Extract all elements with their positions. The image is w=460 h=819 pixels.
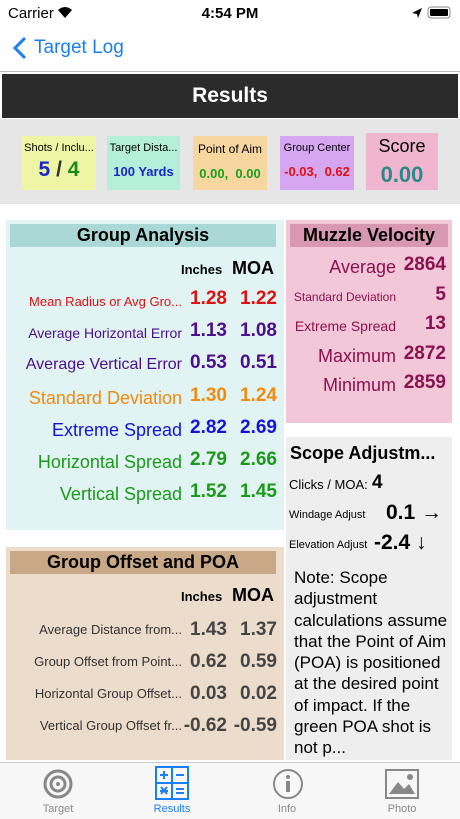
scope-panel: Scope Adjustm... Clicks / MOA: 4 Windage…	[286, 437, 452, 760]
mv-value: 5	[435, 283, 446, 305]
row-label: Standard Deviation	[28, 387, 182, 408]
label: Point of Aim	[197, 142, 263, 156]
row-inches: 0.03	[190, 683, 227, 704]
status-icons	[412, 6, 451, 19]
results-icon[interactable]	[155, 766, 189, 800]
panel-title: Group Offset and POA	[10, 551, 276, 574]
mv-label: Minimum	[322, 375, 396, 395]
group-offset-panel: Group Offset and POA Inches MOA Average …	[6, 547, 284, 760]
row-label: Average Horizontal Error	[28, 325, 182, 342]
elevation: -2.4 ↓	[374, 531, 427, 554]
tab-label[interactable]: Info	[277, 803, 297, 815]
row-moa: 1.24	[240, 384, 277, 406]
row-moa: 1.22	[240, 288, 277, 309]
mv-value: 2859	[403, 372, 446, 393]
row-inches: 1.43	[190, 619, 227, 640]
label: Target Dista...	[109, 142, 178, 154]
unit-moa: MOA	[232, 585, 274, 605]
windage-label: Windage Adjust	[289, 509, 366, 521]
row-moa: 0.59	[240, 651, 277, 672]
muzzle-velocity-panel: Muzzle Velocity Average 2864 Standard Devi…	[286, 220, 452, 423]
panel-title: Muzzle Velocity	[290, 224, 448, 247]
shots-box: Shots / Inclu... 5 / 4	[22, 136, 96, 190]
back-button[interactable]: Target Log	[34, 37, 124, 58]
tab-bar: Target Results Info Photo	[0, 762, 460, 819]
windage: 0.1 →	[386, 501, 443, 524]
clicks: 4	[372, 472, 383, 493]
mv-label: Extreme Spread	[294, 318, 396, 334]
row-label: Vertical Group Offset fr...	[39, 718, 182, 733]
tab-label[interactable]: Results	[153, 803, 191, 815]
header-title: Results	[2, 74, 458, 118]
mv-label: Average	[329, 257, 396, 277]
clicks-label: Clicks / MOA:	[289, 477, 368, 492]
row-inches: 1.13	[190, 320, 227, 342]
row-moa: -0.59	[233, 715, 277, 736]
unit-moa: MOA	[232, 258, 274, 278]
poa-box: Point of Aim 0.00, 0.00	[193, 136, 267, 190]
row-label: Horizontal Group Offset...	[34, 686, 182, 701]
label: Group Center	[283, 142, 351, 154]
mv-value: 2872	[403, 342, 446, 364]
group-analysis-panel: Group Analysis Inches MOA Mean Radius or…	[6, 220, 284, 530]
row-label: Extreme Spread	[51, 419, 182, 440]
mv-label: Standard Deviation	[293, 289, 396, 304]
row-inches: 2.82	[190, 416, 227, 438]
row-inches: -0.62	[183, 715, 227, 736]
wifi-icon	[58, 7, 72, 18]
row-moa: 1.08	[240, 320, 277, 342]
label: Score	[378, 136, 426, 156]
row-label: Average Vertical Error	[25, 356, 182, 374]
row-label: Group Offset from Point...	[34, 654, 182, 669]
row-moa: 2.69	[240, 416, 277, 438]
row-inches: 1.28	[190, 288, 227, 309]
included: 4	[67, 158, 80, 181]
panel-title: Scope Adjustm...	[290, 443, 436, 463]
unit-inches: Inches	[181, 589, 223, 604]
row-moa: 0.51	[240, 352, 277, 374]
row-inches: 1.30	[190, 384, 227, 406]
note: Note: Scope adjustment calculations assu…	[294, 568, 448, 758]
target-icon[interactable]	[43, 769, 73, 799]
info-icon[interactable]	[272, 768, 304, 800]
tab-label[interactable]: Target	[42, 803, 74, 815]
shots: 5	[38, 158, 51, 181]
row-inches: 0.53	[190, 352, 227, 374]
carrier: Carrier	[8, 5, 54, 22]
mv-label: Maximum	[317, 345, 396, 366]
row-inches: 0.62	[190, 651, 227, 672]
score-box: Score 0.00	[366, 133, 438, 190]
row-label: Vertical Spread	[59, 484, 182, 505]
back-chevron[interactable]	[12, 36, 28, 60]
group-center-box: Group Center -0.03, 0.62	[280, 136, 354, 190]
label: Shots / Inclu...	[24, 142, 94, 154]
mv-value: 2864	[403, 254, 446, 275]
row-label: Mean Radius or Avg Gro...	[29, 293, 182, 309]
tab-label[interactable]: Photo	[387, 803, 417, 815]
row-inches: 2.79	[190, 449, 227, 470]
row-moa: 1.45	[240, 481, 277, 503]
row-moa: 2.66	[240, 449, 277, 470]
row-moa: 1.37	[240, 619, 277, 640]
row-label: Average Distance from...	[39, 622, 182, 637]
value: 100 Yards	[113, 164, 174, 179]
panel-title: Group Analysis	[10, 224, 276, 247]
separator: /	[56, 158, 62, 181]
value: 0.00, 0.00	[199, 166, 261, 181]
elevation-label: Elevation Adjust	[289, 539, 368, 551]
row-moa: 0.02	[240, 683, 277, 704]
value: 0.00	[380, 162, 424, 187]
unit-inches: Inches	[181, 262, 223, 277]
row-label: Horizontal Spread	[37, 452, 182, 472]
photo-icon[interactable]	[385, 769, 419, 799]
clock: 4:54 PM	[201, 5, 259, 22]
distance-box: Target Dista... 100 Yards	[107, 136, 180, 190]
mv-value: 13	[424, 313, 446, 334]
row-inches: 1.52	[190, 481, 227, 503]
value: -0.03, 0.62	[284, 164, 350, 179]
